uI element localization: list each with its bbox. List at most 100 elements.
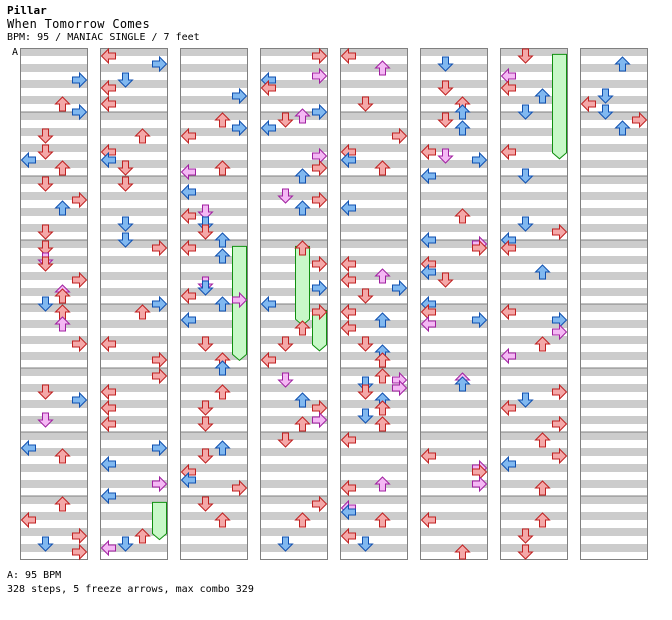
beat-stripe xyxy=(100,48,168,56)
beat-stripe xyxy=(340,224,408,232)
beat-stripe xyxy=(100,208,168,216)
beat-stripe xyxy=(500,80,568,88)
beat-stripe xyxy=(100,432,168,440)
arrow-left-icon xyxy=(420,143,436,161)
arrow-left-icon xyxy=(420,167,436,185)
beat-stripe xyxy=(260,384,328,392)
arrow-left-icon xyxy=(100,455,116,473)
beat-stripe xyxy=(20,160,88,168)
arrow-left-icon xyxy=(100,539,116,557)
beat-stripe xyxy=(500,176,568,184)
arrow-up-icon xyxy=(534,480,551,496)
arrow-down-icon xyxy=(517,48,534,64)
arrow-left-icon xyxy=(260,295,276,313)
beat-stripe xyxy=(20,320,88,328)
beat-stripe xyxy=(100,112,168,120)
arrow-left-icon xyxy=(340,319,356,337)
beat-stripe xyxy=(260,448,328,456)
beat-stripe xyxy=(500,432,568,440)
beat-stripe xyxy=(420,368,488,376)
beat-stripe xyxy=(100,288,168,296)
arrow-down-icon xyxy=(117,72,134,88)
beat-stripe xyxy=(580,480,648,488)
arrow-right-icon xyxy=(632,111,648,129)
beat-stripe xyxy=(340,384,408,392)
arrow-up-icon xyxy=(454,104,471,120)
arrow-left-icon xyxy=(500,239,516,257)
arrow-left-icon xyxy=(180,163,196,181)
arrow-down-icon xyxy=(517,392,534,408)
arrow-left-icon xyxy=(180,183,196,201)
arrow-left-icon xyxy=(500,347,516,365)
beat-stripe xyxy=(20,224,88,232)
arrow-up-icon xyxy=(294,240,311,256)
arrow-left-icon xyxy=(100,415,116,433)
beat-stripe xyxy=(580,448,648,456)
song-title: When Tomorrow Comes xyxy=(7,17,150,31)
arrow-up-icon xyxy=(214,248,231,264)
beat-stripe xyxy=(580,384,648,392)
beat-stripe xyxy=(100,448,168,456)
beat-stripe xyxy=(260,432,328,440)
arrow-left-icon xyxy=(340,47,356,65)
arrow-up-icon xyxy=(294,200,311,216)
arrow-down-icon xyxy=(517,104,534,120)
beat-stripe xyxy=(580,336,648,344)
arrow-up-icon xyxy=(54,316,71,332)
arrow-right-icon xyxy=(392,279,408,297)
beat-stripe xyxy=(100,176,168,184)
arrow-right-icon xyxy=(312,411,328,429)
beat-stripe xyxy=(580,64,648,72)
arrow-left-icon xyxy=(260,119,276,137)
beat-stripe xyxy=(420,208,488,216)
arrow-left-icon xyxy=(420,511,436,529)
arrow-up-icon xyxy=(214,232,231,248)
arrow-down-icon xyxy=(117,176,134,192)
beat-stripe xyxy=(100,528,168,536)
arrow-down-icon xyxy=(37,536,54,552)
beat-stripe xyxy=(420,240,488,248)
beat-stripe xyxy=(420,352,488,360)
beat-stripe xyxy=(180,144,248,152)
arrow-up-icon xyxy=(534,336,551,352)
arrow-left-icon xyxy=(420,263,436,281)
arrow-left-icon xyxy=(340,431,356,449)
beat-stripe xyxy=(580,48,648,56)
beat-stripe xyxy=(580,192,648,200)
arrow-right-icon xyxy=(472,475,488,493)
beat-stripe xyxy=(180,288,248,296)
arrow-up-icon xyxy=(614,120,631,136)
beat-stripe xyxy=(500,144,568,152)
beat-stripe xyxy=(100,464,168,472)
arrow-right-icon xyxy=(72,391,88,409)
beat-stripe xyxy=(340,144,408,152)
beat-stripe xyxy=(260,496,328,504)
beat-stripe xyxy=(100,160,168,168)
beat-stripe xyxy=(500,512,568,520)
arrow-left-icon xyxy=(100,95,116,113)
beat-stripe xyxy=(500,464,568,472)
arrow-left-icon xyxy=(500,79,516,97)
beat-stripe xyxy=(20,112,88,120)
beat-stripe xyxy=(420,256,488,264)
arrow-right-icon xyxy=(152,55,168,73)
beat-stripe xyxy=(100,240,168,248)
arrow-up-icon xyxy=(294,512,311,528)
beat-stripe xyxy=(580,464,648,472)
arrow-up-icon xyxy=(374,60,391,76)
beat-stripe xyxy=(340,80,408,88)
arrow-right-icon xyxy=(312,159,328,177)
arrow-left-icon xyxy=(180,207,196,225)
beat-stripe xyxy=(580,272,648,280)
arrow-down-icon xyxy=(117,216,134,232)
arrow-right-icon xyxy=(232,87,248,105)
beat-stripe xyxy=(340,288,408,296)
arrow-left-icon xyxy=(100,151,116,169)
beat-stripe xyxy=(340,512,408,520)
beat-stripe xyxy=(180,464,248,472)
column-border xyxy=(20,48,88,560)
beat-stripe xyxy=(260,544,328,552)
chart-info: BPM: 95 / MANIAC SINGLE / 7 feet xyxy=(7,32,200,43)
beat-stripe xyxy=(20,272,88,280)
arrow-down-icon xyxy=(37,128,54,144)
